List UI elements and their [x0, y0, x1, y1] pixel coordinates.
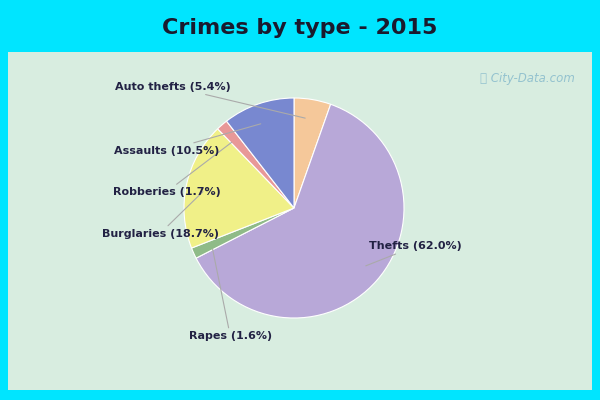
- Text: Auto thefts (5.4%): Auto thefts (5.4%): [115, 82, 305, 118]
- Wedge shape: [294, 98, 331, 208]
- Text: Burglaries (18.7%): Burglaries (18.7%): [101, 192, 218, 238]
- Wedge shape: [184, 129, 294, 248]
- Wedge shape: [196, 104, 404, 318]
- Wedge shape: [191, 208, 294, 258]
- Wedge shape: [218, 121, 294, 208]
- Wedge shape: [227, 98, 294, 208]
- Text: Robberies (1.7%): Robberies (1.7%): [113, 142, 232, 197]
- Text: ⓘ City-Data.com: ⓘ City-Data.com: [480, 72, 575, 85]
- Text: Rapes (1.6%): Rapes (1.6%): [188, 249, 272, 340]
- Text: Thefts (62.0%): Thefts (62.0%): [366, 241, 461, 266]
- Text: Crimes by type - 2015: Crimes by type - 2015: [163, 18, 437, 38]
- Text: Assaults (10.5%): Assaults (10.5%): [114, 124, 261, 156]
